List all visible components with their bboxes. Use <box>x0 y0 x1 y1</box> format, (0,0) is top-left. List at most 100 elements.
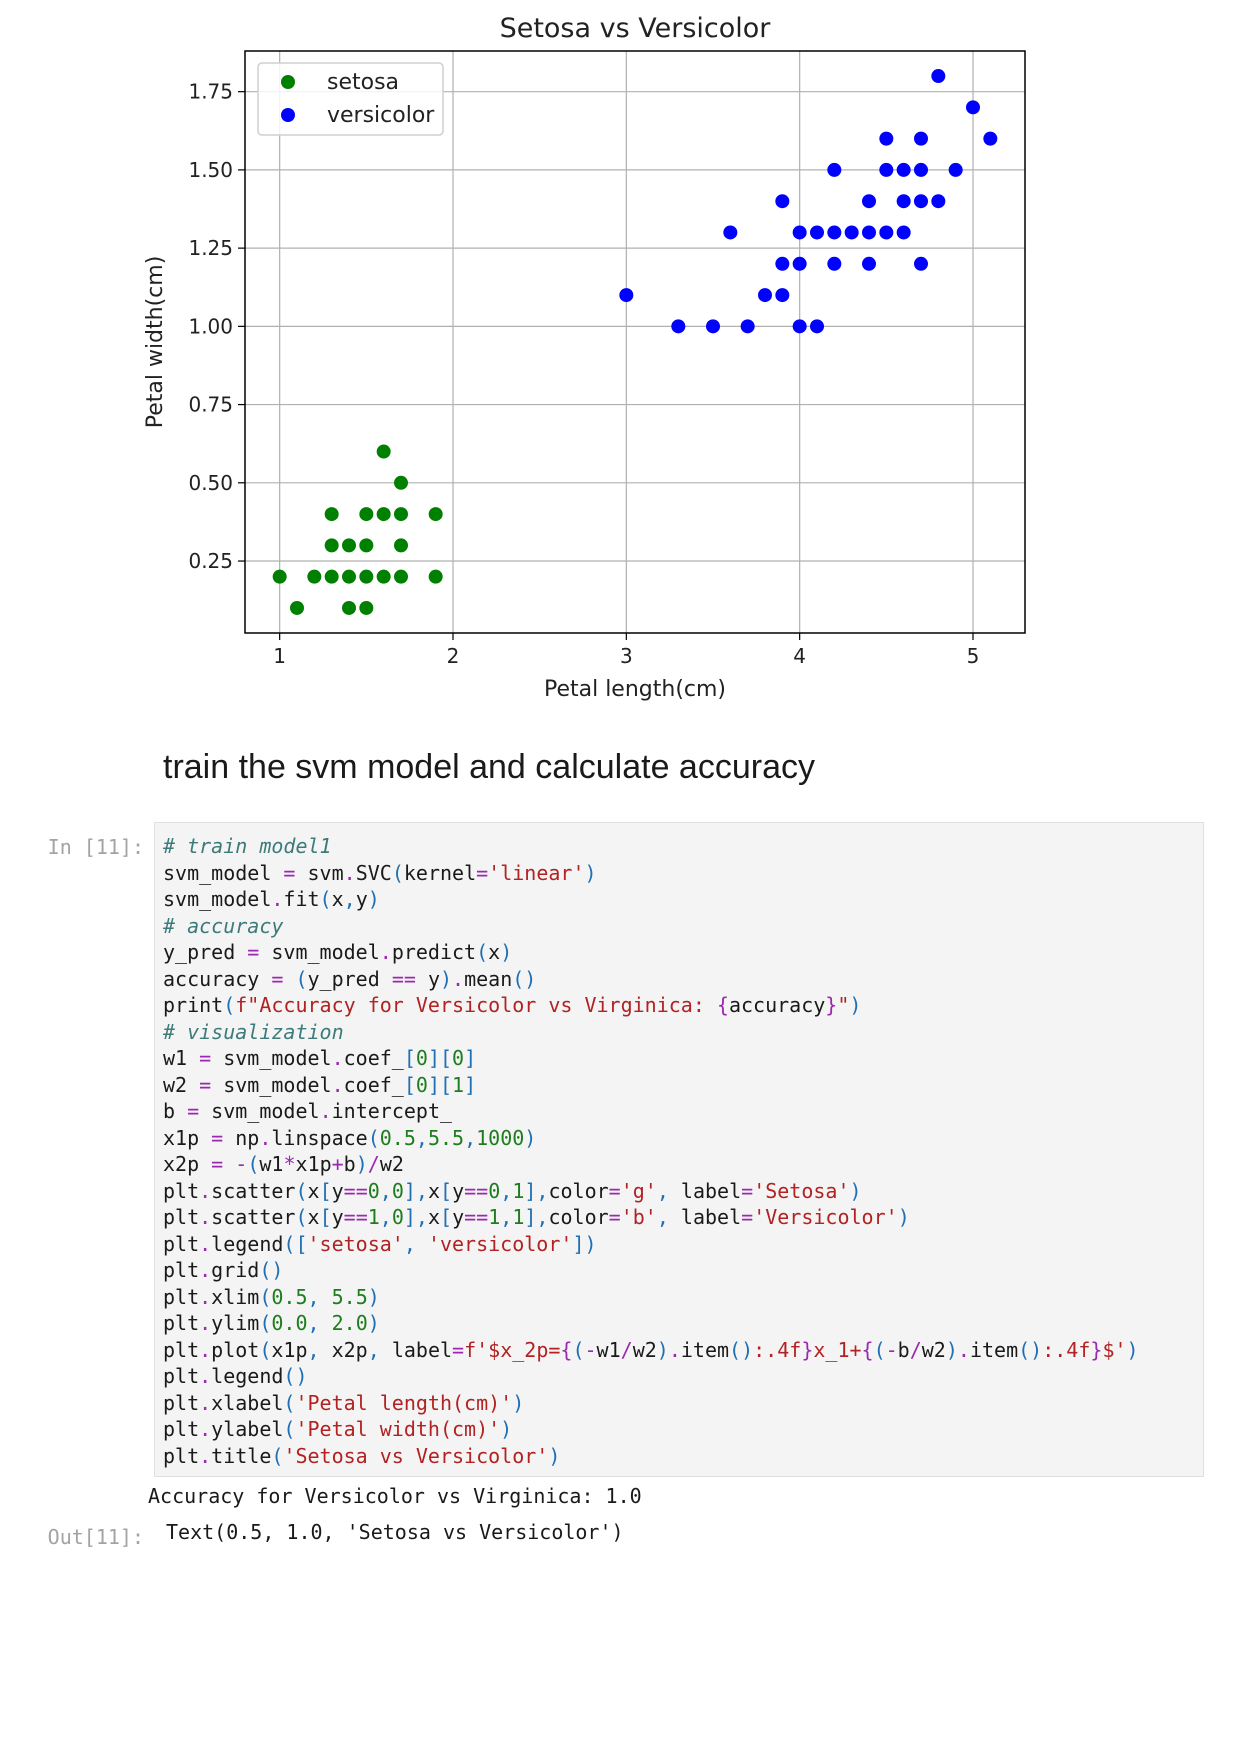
code-token: svm_model <box>199 1099 320 1123</box>
code-token: 5.5 <box>427 1125 465 1150</box>
code-token: = <box>741 1178 754 1203</box>
code-token: { <box>560 1337 573 1362</box>
code-token: y <box>452 1178 465 1203</box>
code-token: 2.0 <box>331 1311 368 1335</box>
code-token: 0 <box>391 1178 404 1203</box>
code-line: x1p = np.linspace(0.5,5.5,1000) <box>163 1125 1195 1152</box>
y-tick-label: 1.25 <box>188 236 233 260</box>
code-line: plt.legend() <box>163 1363 1195 1390</box>
code-token: ]) <box>572 1231 597 1256</box>
code-line: print(f"Accuracy for Versicolor vs Virgi… <box>163 992 1195 1019</box>
code-cell[interactable]: # train model1 svm_model = svm.SVC(kernel… <box>154 822 1204 1477</box>
data-point-versicolor <box>792 319 807 334</box>
code-token: legend <box>211 1364 284 1388</box>
code-token: x <box>307 1178 320 1203</box>
code-token: w2 <box>632 1337 657 1362</box>
code-token: ) <box>500 940 513 964</box>
code-token: ylabel <box>211 1417 284 1441</box>
code-token: . <box>331 1072 344 1097</box>
data-point-versicolor <box>792 225 807 240</box>
code-token: 0 <box>488 1178 501 1203</box>
code-token: ( <box>283 1417 296 1441</box>
code-token: w2 <box>921 1337 946 1362</box>
legend-marker-versicolor <box>281 108 295 122</box>
code-token: 1000 <box>476 1125 525 1150</box>
code-token <box>320 1311 332 1335</box>
code-token: 'Petal length(cm)' <box>295 1390 513 1415</box>
code-token: ( <box>295 966 308 991</box>
data-point-versicolor <box>879 162 894 177</box>
code-line: plt.grid() <box>163 1257 1195 1284</box>
code-token: . <box>199 1231 212 1256</box>
code-token: . <box>957 1337 970 1362</box>
code-token: # train model1 <box>163 834 332 858</box>
data-point-versicolor <box>948 162 963 177</box>
code-token: x2p <box>163 1152 212 1176</box>
code-token: . <box>199 1205 212 1229</box>
code-token: ([ <box>283 1231 308 1256</box>
code-token: ][ <box>427 1072 453 1097</box>
legend-label-versicolor: versicolor <box>327 103 435 128</box>
code-token: intercept_ <box>331 1099 453 1123</box>
code-token: ( <box>391 860 404 885</box>
code-token: y <box>355 887 368 911</box>
code-token: predict <box>391 940 477 964</box>
code-token: [ <box>319 1205 332 1229</box>
code-token: = <box>476 860 489 885</box>
code-token: kernel <box>403 860 477 885</box>
code-token: ) <box>849 1178 862 1203</box>
code-token: w2 <box>163 1072 200 1097</box>
code-token: svm_model <box>163 860 284 885</box>
code-token: . <box>199 1443 212 1468</box>
code-token: - <box>235 1152 248 1176</box>
code-token: ] <box>464 1046 477 1070</box>
code-token: item <box>680 1337 730 1362</box>
code-token: w1 <box>163 1046 200 1070</box>
data-point-versicolor <box>966 100 980 115</box>
code-token: . <box>199 1364 212 1388</box>
code-token: 0 <box>415 1072 428 1097</box>
code-token: = <box>271 966 284 991</box>
code-token: [ <box>403 1046 416 1070</box>
code-token: , <box>464 1125 477 1150</box>
y-tick-label: 0.50 <box>188 471 233 495</box>
x-axis-label: Petal length(cm) <box>544 677 726 702</box>
code-token: svm_model <box>211 1046 332 1070</box>
data-point-setosa <box>342 569 356 584</box>
code-token: plt <box>163 1364 200 1388</box>
data-point-versicolor <box>931 69 946 84</box>
code-line: plt.ylim(0.0, 2.0) <box>163 1310 1195 1337</box>
code-token: , <box>379 1178 392 1203</box>
code-token: f'$x_2p= <box>464 1337 561 1362</box>
y-tick-label: 1.75 <box>188 80 233 104</box>
code-line: plt.xlim(0.5, 5.5) <box>163 1284 1195 1311</box>
code-token: $' <box>1102 1337 1127 1362</box>
code-token: x2p <box>319 1337 368 1362</box>
code-token: = <box>211 1125 224 1150</box>
data-point-setosa <box>324 507 339 522</box>
y-tick-label: 0.25 <box>188 549 233 573</box>
input-prompt: In [11]: <box>47 835 144 859</box>
code-token: plt <box>163 1417 200 1441</box>
code-token: 1 <box>488 1205 501 1229</box>
code-token: } <box>825 993 838 1017</box>
code-token: , <box>367 1337 380 1362</box>
code-token: w2 <box>379 1152 404 1176</box>
code-token: . <box>379 940 392 964</box>
code-token: . <box>343 860 356 885</box>
code-token: x <box>307 1205 320 1229</box>
code-token: ) <box>548 1443 561 1468</box>
code-token: == <box>343 1178 368 1203</box>
code-token: [ <box>403 1072 416 1097</box>
code-token: ( <box>271 1443 284 1468</box>
data-point-setosa <box>324 569 339 584</box>
code-token: 'versicolor' <box>427 1231 573 1256</box>
code-token: svm_model <box>163 887 272 911</box>
code-token: xlim <box>211 1284 260 1309</box>
data-point-setosa <box>324 538 339 553</box>
code-token: ) <box>945 1337 958 1362</box>
code-token: 'g' <box>620 1178 657 1203</box>
data-point-setosa <box>376 569 391 584</box>
data-point-versicolor <box>896 225 911 240</box>
code-token: # accuracy <box>163 913 284 938</box>
